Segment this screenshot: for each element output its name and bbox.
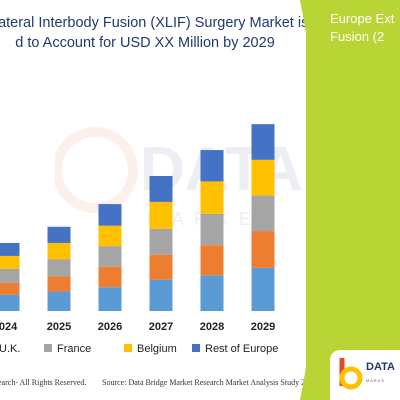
side-panel-title: Europe Ext Fusion (2 [330, 10, 394, 46]
chart-bars [0, 124, 275, 311]
x-tick-label: 024 [0, 321, 18, 333]
legend-label-rest-of-europe: Rest of Europe [205, 343, 279, 355]
bar-2027-series-1 [149, 254, 173, 280]
x-axis-ticks: 024 2025 2026 2027 2028 2029 [0, 321, 275, 333]
legend-item-rest-of-europe: Rest of Europe [192, 343, 278, 355]
side-title-line2: Fusion (2 [330, 29, 385, 44]
bar-2024-series-3 [0, 255, 20, 269]
bar-2027-series-3 [149, 201, 173, 229]
legend-swatch-rest-of-europe [192, 344, 200, 352]
side-title-line1: Europe Ext [330, 11, 395, 26]
source-text: Source: Data Bridge Market Research Mark… [102, 378, 318, 387]
bar-2024-series-4 [0, 242, 20, 256]
legend-label-belgium: Belgium [137, 343, 177, 355]
bar-2024-series-1 [0, 282, 20, 295]
bar-2026-series-0 [98, 287, 122, 311]
bar-2029-series-3 [251, 159, 275, 196]
bar-2028-series-4 [200, 150, 224, 182]
bar-2024-series-0 [0, 294, 20, 311]
copyright-text: earch- All Rights Reserved. [0, 378, 87, 387]
logo-icon [339, 358, 363, 390]
chart-title-line1: Lateral Interbody Fusion (XLIF) Surgery … [0, 15, 309, 31]
legend-item-uk: U.K. [0, 343, 20, 355]
bar-2025-series-2 [47, 259, 71, 277]
x-tick-label: 2028 [200, 321, 224, 333]
bar-2028-series-3 [200, 181, 224, 214]
bar-2026-series-2 [98, 246, 122, 267]
logo-badge [330, 350, 400, 400]
bar-2027-series-0 [149, 279, 173, 311]
legend-label-uk: U.K. [0, 343, 21, 355]
x-tick-label: 2026 [98, 321, 122, 333]
chart-legend: U.K. France Belgium Rest of Europe [0, 343, 300, 357]
stacked-bar-chart: 024 2025 2026 2027 2028 2029 [0, 124, 275, 333]
legend-swatch-france [44, 344, 52, 352]
bar-2028-series-1 [200, 245, 224, 276]
side-panel-curve [300, 0, 340, 400]
legend-item-belgium: Belgium [124, 343, 177, 355]
x-tick-label: 2027 [149, 321, 173, 333]
chart-title-line2: d to Account for USD XX Million by 2029 [15, 35, 275, 51]
legend-item-france: France [44, 343, 91, 355]
side-panel: Europe Ext Fusion (2 [300, 0, 400, 400]
bar-2029-series-2 [251, 195, 275, 232]
legend-label-france: France [57, 343, 92, 355]
bar-2028-series-0 [200, 275, 224, 311]
bar-2029-series-4 [251, 124, 275, 160]
x-tick-label: 2029 [251, 321, 275, 333]
bar-2027-series-2 [149, 228, 173, 255]
bar-2026-series-3 [98, 225, 122, 247]
bar-2027-series-4 [149, 176, 173, 202]
bar-2025-series-1 [47, 276, 71, 292]
logo-wordmark: DATA [366, 361, 395, 373]
legend-swatch-belgium [124, 344, 132, 352]
bar-2025-series-0 [47, 291, 71, 311]
bar-2029-series-0 [251, 267, 275, 311]
bar-2026-series-4 [98, 204, 122, 226]
logo-text: DATA M A R K E [366, 361, 395, 385]
bar-2026-series-1 [98, 266, 122, 288]
bar-2024-series-2 [0, 268, 20, 283]
bar-2025-series-4 [47, 226, 71, 243]
bar-2029-series-1 [251, 231, 275, 268]
bar-2028-series-2 [200, 213, 224, 246]
bar-2025-series-3 [47, 242, 71, 260]
x-tick-label: 2025 [47, 321, 71, 333]
logo-subtext: M A R K E [366, 378, 385, 383]
